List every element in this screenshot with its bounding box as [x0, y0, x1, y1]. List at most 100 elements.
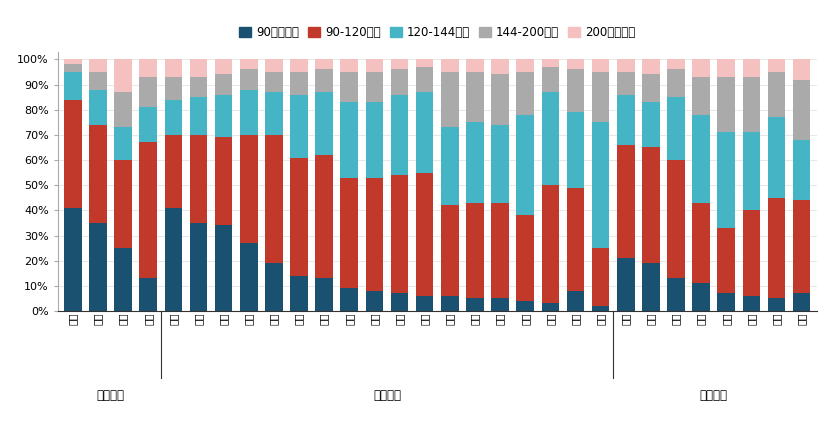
Bar: [89, 59, 106, 72]
Bar: [139, 59, 157, 77]
Bar: [692, 77, 710, 115]
Bar: [240, 59, 257, 70]
Bar: [617, 145, 634, 258]
Bar: [416, 92, 433, 173]
Bar: [667, 59, 685, 70]
Bar: [793, 59, 810, 79]
Bar: [164, 208, 182, 311]
Bar: [341, 289, 358, 311]
Bar: [441, 127, 459, 205]
Bar: [190, 97, 207, 135]
Bar: [642, 147, 660, 263]
Text: 二线城市: 二线城市: [373, 389, 401, 402]
Bar: [592, 248, 610, 306]
Bar: [592, 72, 610, 122]
Bar: [491, 59, 509, 74]
Bar: [592, 122, 610, 248]
Bar: [139, 278, 157, 311]
Bar: [617, 59, 634, 72]
Bar: [89, 125, 106, 223]
Legend: 90平米以下, 90-120平米, 120-144平米, 144-200平米, 200平米以上: 90平米以下, 90-120平米, 120-144平米, 144-200平米, …: [235, 22, 639, 44]
Bar: [516, 59, 534, 72]
Bar: [290, 72, 308, 95]
Bar: [214, 95, 233, 137]
Bar: [516, 301, 534, 311]
Bar: [365, 178, 384, 291]
Bar: [416, 173, 433, 296]
Bar: [365, 102, 384, 178]
Bar: [642, 102, 660, 147]
Bar: [592, 306, 610, 311]
Bar: [617, 95, 634, 145]
Bar: [692, 115, 710, 203]
Bar: [64, 100, 82, 208]
Bar: [290, 276, 308, 311]
Bar: [391, 70, 408, 95]
Bar: [567, 70, 584, 112]
Bar: [240, 70, 257, 89]
Bar: [190, 223, 207, 311]
Bar: [315, 92, 333, 155]
Bar: [89, 223, 106, 311]
Bar: [64, 59, 82, 64]
Bar: [89, 89, 106, 125]
Bar: [768, 198, 785, 299]
Bar: [214, 74, 233, 95]
Bar: [315, 278, 333, 311]
Bar: [667, 160, 685, 278]
Bar: [541, 67, 559, 92]
Bar: [742, 59, 760, 77]
Bar: [466, 299, 483, 311]
Bar: [718, 59, 735, 77]
Bar: [567, 291, 584, 311]
Bar: [793, 79, 810, 140]
Bar: [441, 59, 459, 72]
Bar: [190, 77, 207, 97]
Bar: [115, 92, 132, 127]
Bar: [466, 72, 483, 122]
Bar: [139, 107, 157, 143]
Bar: [290, 95, 308, 158]
Bar: [541, 59, 559, 67]
Bar: [164, 77, 182, 100]
Bar: [592, 59, 610, 72]
Bar: [617, 72, 634, 95]
Bar: [190, 135, 207, 223]
Bar: [64, 72, 82, 100]
Bar: [742, 77, 760, 132]
Bar: [240, 135, 257, 243]
Bar: [240, 89, 257, 135]
Bar: [642, 74, 660, 102]
Bar: [793, 293, 810, 311]
Bar: [265, 59, 283, 72]
Bar: [642, 263, 660, 311]
Bar: [341, 178, 358, 289]
Bar: [742, 296, 760, 311]
Bar: [793, 140, 810, 200]
Text: 三线城市: 三线城市: [700, 389, 728, 402]
Bar: [214, 226, 233, 311]
Bar: [115, 160, 132, 248]
Bar: [365, 59, 384, 72]
Bar: [441, 296, 459, 311]
Bar: [315, 59, 333, 70]
Bar: [315, 155, 333, 278]
Bar: [164, 100, 182, 135]
Bar: [391, 59, 408, 70]
Bar: [341, 59, 358, 72]
Bar: [466, 203, 483, 299]
Bar: [466, 59, 483, 72]
Bar: [567, 112, 584, 188]
Bar: [516, 72, 534, 115]
Bar: [667, 97, 685, 160]
Bar: [441, 205, 459, 296]
Bar: [692, 59, 710, 77]
Bar: [718, 228, 735, 293]
Bar: [290, 59, 308, 72]
Bar: [768, 117, 785, 198]
Bar: [742, 132, 760, 210]
Bar: [64, 208, 82, 311]
Bar: [718, 293, 735, 311]
Bar: [768, 59, 785, 72]
Bar: [491, 125, 509, 203]
